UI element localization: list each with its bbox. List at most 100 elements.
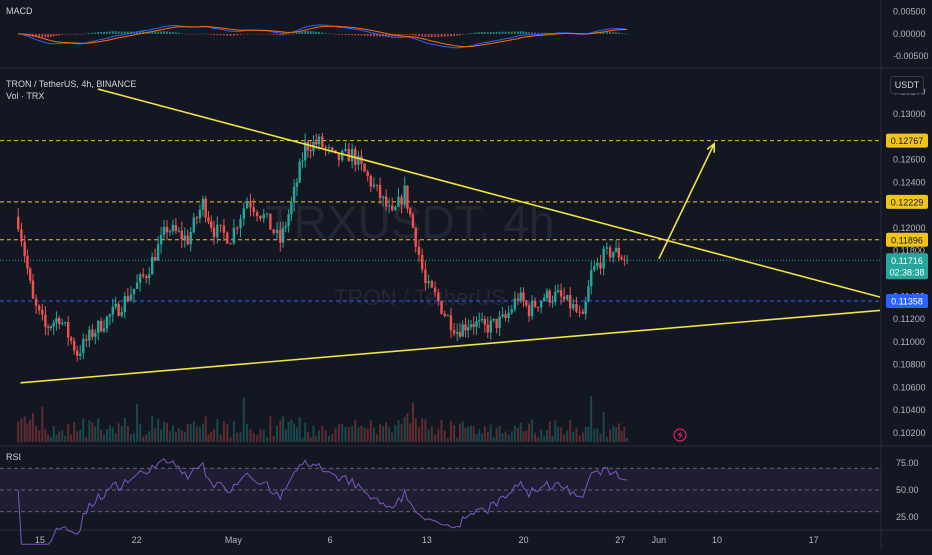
macd-line[interactable]: [18, 24, 628, 49]
drawing-tools[interactable]: [20, 88, 886, 384]
candle-body[interactable]: [135, 282, 139, 289]
candle-body[interactable]: [510, 309, 513, 313]
candle-body[interactable]: [242, 208, 246, 219]
candle-body[interactable]: [452, 330, 456, 334]
candle-body[interactable]: [527, 305, 531, 317]
volume-title[interactable]: Vol · TRX: [6, 91, 44, 101]
candle-body[interactable]: [252, 207, 255, 213]
candle-body[interactable]: [391, 205, 394, 210]
candle-body[interactable]: [545, 290, 549, 298]
candle-body[interactable]: [290, 202, 293, 215]
candle-body[interactable]: [489, 320, 492, 333]
candle-body[interactable]: [55, 318, 58, 323]
time-axis[interactable]: 15 22 May 6 13 20 27 Jun 10 17: [35, 535, 819, 545]
candle-body[interactable]: [317, 136, 321, 145]
candle-body[interactable]: [123, 296, 126, 313]
candle-body[interactable]: [275, 229, 279, 234]
candle-body[interactable]: [321, 136, 324, 148]
candle-body[interactable]: [559, 290, 563, 297]
candle-body[interactable]: [159, 234, 163, 245]
candle-body[interactable]: [584, 301, 587, 314]
candle-body[interactable]: [381, 196, 385, 199]
candle-body[interactable]: [578, 311, 581, 313]
candle-body[interactable]: [72, 340, 76, 351]
candle-body[interactable]: [612, 251, 615, 258]
candle-body[interactable]: [284, 225, 288, 228]
candle-body[interactable]: [530, 301, 534, 317]
candle-body[interactable]: [513, 298, 517, 310]
candle-body[interactable]: [569, 294, 572, 309]
candle-body[interactable]: [138, 274, 142, 283]
candle-body[interactable]: [324, 147, 327, 149]
candle-body[interactable]: [165, 227, 169, 233]
candle-body[interactable]: [375, 184, 379, 186]
candle-body[interactable]: [298, 161, 301, 183]
candle-body[interactable]: [105, 316, 109, 329]
candle-body[interactable]: [61, 322, 64, 325]
candle-body[interactable]: [174, 224, 178, 231]
candle-body[interactable]: [265, 213, 269, 215]
candle-body[interactable]: [334, 150, 337, 153]
candle-body[interactable]: [281, 227, 285, 243]
candle-body[interactable]: [525, 301, 528, 306]
candle-body[interactable]: [581, 311, 585, 314]
trendline-lower[interactable]: [20, 309, 886, 384]
candle-body[interactable]: [437, 292, 440, 302]
candle-body[interactable]: [331, 147, 334, 151]
candle-body[interactable]: [406, 185, 409, 209]
candlestick-series[interactable]: [17, 132, 629, 362]
candle-body[interactable]: [17, 216, 20, 230]
candle-body[interactable]: [625, 259, 629, 261]
candle-body[interactable]: [162, 227, 166, 235]
candle-body[interactable]: [507, 312, 510, 319]
candle-body[interactable]: [249, 201, 252, 208]
candle-body[interactable]: [28, 268, 32, 281]
candle-body[interactable]: [315, 141, 318, 145]
candle-body[interactable]: [455, 332, 459, 334]
candle-body[interactable]: [99, 320, 103, 332]
candle-body[interactable]: [245, 201, 249, 209]
candle-body[interactable]: [111, 306, 114, 315]
candle-body[interactable]: [449, 315, 453, 331]
candle-body[interactable]: [384, 196, 388, 207]
candle-body[interactable]: [327, 147, 331, 149]
candle-body[interactable]: [120, 312, 123, 316]
candle-body[interactable]: [562, 296, 566, 300]
candle-body[interactable]: [132, 288, 136, 295]
candle-body[interactable]: [548, 290, 551, 303]
candle-body[interactable]: [88, 329, 91, 341]
candle-body[interactable]: [150, 256, 154, 275]
candle-body[interactable]: [292, 187, 296, 203]
candle-body[interactable]: [303, 142, 307, 161]
candle-body[interactable]: [168, 231, 172, 233]
candle-body[interactable]: [397, 196, 400, 207]
candle-body[interactable]: [478, 320, 481, 322]
symbol-title[interactable]: TRON / TetherUS, 4h, BINANCE: [6, 79, 136, 89]
candle-body[interactable]: [222, 225, 226, 233]
candle-body[interactable]: [79, 353, 82, 356]
candle-body[interactable]: [378, 184, 382, 199]
candle-body[interactable]: [85, 339, 88, 341]
candle-body[interactable]: [141, 274, 145, 277]
macd-pane[interactable]: [17, 24, 629, 49]
candle-body[interactable]: [565, 294, 569, 300]
candle-body[interactable]: [440, 301, 443, 314]
candle-body[interactable]: [279, 229, 282, 243]
projection-arrow-head[interactable]: [706, 142, 716, 153]
candle-body[interactable]: [572, 303, 575, 309]
candle-body[interactable]: [424, 269, 427, 284]
candle-body[interactable]: [94, 332, 97, 337]
candle-body[interactable]: [519, 292, 522, 301]
rsi-line[interactable]: [17, 458, 628, 545]
candle-body[interactable]: [108, 314, 112, 317]
candle-body[interactable]: [34, 298, 38, 306]
candle-body[interactable]: [575, 303, 578, 312]
candle-body[interactable]: [363, 163, 366, 172]
candle-body[interactable]: [602, 248, 605, 269]
candle-body[interactable]: [516, 298, 520, 301]
candle-body[interactable]: [216, 224, 219, 238]
candle-body[interactable]: [411, 214, 415, 228]
candle-body[interactable]: [195, 217, 199, 219]
candle-body[interactable]: [387, 205, 391, 207]
